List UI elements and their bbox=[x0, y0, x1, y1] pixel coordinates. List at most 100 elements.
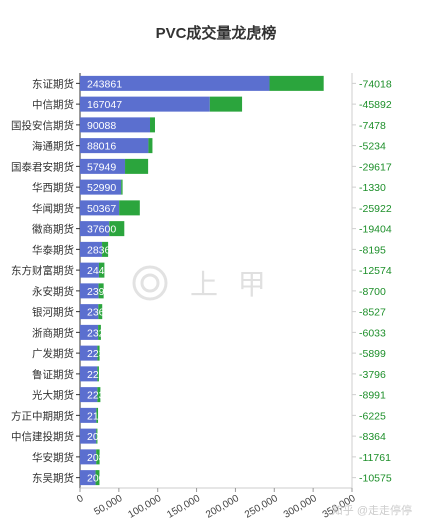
data-label-volume: 20037 bbox=[87, 473, 116, 485]
watermark-logo-inner bbox=[140, 273, 160, 293]
bar-net-change bbox=[109, 221, 125, 237]
bar-volume bbox=[80, 158, 126, 174]
x-tick-label: 100,000 bbox=[126, 493, 163, 521]
bar-volume bbox=[80, 138, 149, 154]
category-label: 东证期货 bbox=[32, 77, 74, 90]
data-label-net-change: -12574 bbox=[359, 265, 392, 277]
data-label-volume: 23294 bbox=[87, 327, 116, 339]
bar-net-change bbox=[98, 324, 101, 340]
bar-net-change bbox=[148, 138, 153, 154]
category-label: 光大期货 bbox=[32, 389, 74, 402]
data-label-volume: 22396 bbox=[87, 348, 116, 360]
x-tick-label: 0 bbox=[75, 493, 86, 506]
data-label-net-change: -3796 bbox=[359, 369, 386, 381]
data-label-net-change: -25922 bbox=[359, 203, 392, 215]
category-label: 永安期货 bbox=[32, 285, 74, 298]
bar-volume bbox=[80, 262, 99, 278]
bar-net-change bbox=[97, 366, 99, 382]
bar-net-change bbox=[119, 200, 140, 216]
category-label: 东方财富期货 bbox=[11, 264, 74, 277]
data-label-volume: 23605 bbox=[87, 307, 116, 319]
data-label-volume: 37600 bbox=[87, 224, 116, 236]
category-label: 中信建投期货 bbox=[11, 430, 74, 443]
category-label: 华泰期货 bbox=[32, 243, 74, 256]
data-label-volume: 52990 bbox=[87, 182, 116, 194]
data-label-volume: 88016 bbox=[87, 141, 116, 153]
x-tick-label: 250,000 bbox=[243, 493, 280, 521]
data-label-volume: 20923 bbox=[87, 431, 116, 443]
data-label-volume: 20806 bbox=[87, 452, 116, 464]
bar-volume bbox=[80, 221, 110, 237]
bar-volume bbox=[80, 75, 270, 91]
bar-net-change bbox=[125, 158, 149, 174]
category-label: 华闻期货 bbox=[32, 202, 74, 215]
data-label-volume: 24405 bbox=[87, 265, 116, 277]
bar-net-change bbox=[121, 179, 123, 195]
data-label-volume: 22323 bbox=[87, 369, 116, 381]
bar-volume bbox=[80, 345, 98, 361]
data-label-net-change: -11761 bbox=[359, 452, 391, 464]
x-tick-label: 50,000 bbox=[92, 493, 124, 518]
bar-volume bbox=[80, 179, 122, 195]
category-label: 浙商期货 bbox=[32, 326, 74, 339]
data-label-volume: 90088 bbox=[87, 120, 116, 132]
watermark-text: 上 甲 bbox=[190, 269, 272, 300]
data-label-net-change: -8527 bbox=[359, 307, 386, 319]
bar-volume bbox=[80, 117, 151, 133]
chart-title: PVC成交量龙虎榜 bbox=[156, 24, 277, 42]
bar-net-change bbox=[150, 117, 155, 133]
credit-text: 知乎 @走走停停 bbox=[332, 503, 412, 517]
bar-volume bbox=[80, 366, 98, 382]
data-label-net-change: -5234 bbox=[359, 141, 386, 153]
data-label-net-change: -6033 bbox=[359, 327, 386, 339]
data-label-volume: 23919 bbox=[87, 286, 116, 298]
bar-net-change bbox=[97, 345, 100, 361]
category-label: 鲁证期货 bbox=[32, 368, 74, 381]
bar-net-change bbox=[102, 241, 109, 257]
bar-volume bbox=[80, 470, 96, 486]
category-label: 方正中期期货 bbox=[11, 409, 74, 422]
bar-net-change bbox=[96, 449, 100, 465]
bar-volume bbox=[80, 407, 97, 423]
data-label-net-change: -74018 bbox=[359, 78, 392, 90]
bar-volume bbox=[80, 449, 97, 465]
data-label-net-change: -1330 bbox=[359, 182, 386, 194]
data-label-volume: 57949 bbox=[87, 161, 116, 173]
watermark-logo bbox=[132, 265, 168, 301]
data-label-net-change: -10575 bbox=[359, 473, 392, 485]
x-tick-label: 300,000 bbox=[282, 493, 319, 521]
category-label: 国投安信期货 bbox=[11, 119, 74, 132]
bar-net-change bbox=[95, 470, 100, 486]
category-label: 华西期货 bbox=[32, 181, 74, 194]
data-label-net-change: -8700 bbox=[359, 286, 386, 298]
bar-volume bbox=[80, 283, 99, 299]
bar-volume bbox=[80, 200, 120, 216]
category-label: 徽商期货 bbox=[32, 223, 74, 236]
data-label-volume: 28365 bbox=[87, 244, 116, 256]
data-label-net-change: -7478 bbox=[359, 120, 386, 132]
bar-volume bbox=[80, 241, 103, 257]
data-label-net-change: -29617 bbox=[359, 161, 392, 173]
category-label: 广发期货 bbox=[32, 347, 74, 360]
data-label-net-change: -8991 bbox=[359, 390, 386, 402]
data-label-net-change: -19404 bbox=[359, 224, 392, 236]
category-label: 中信期货 bbox=[32, 98, 74, 111]
bar-net-change bbox=[98, 304, 103, 320]
category-label: 海通期货 bbox=[32, 140, 74, 153]
data-label-volume: 21027 bbox=[87, 410, 116, 422]
data-label-volume: 22317 bbox=[87, 390, 116, 402]
x-tick-label: 150,000 bbox=[165, 493, 202, 521]
bar-net-change bbox=[96, 428, 98, 444]
data-label-net-change: -8364 bbox=[359, 431, 386, 443]
bar-volume bbox=[80, 304, 99, 320]
watermark: 上 甲 bbox=[132, 265, 272, 301]
category-label: 银河期货 bbox=[32, 306, 74, 319]
bar-volume bbox=[80, 324, 99, 340]
data-label-volume: 243861 bbox=[87, 78, 122, 90]
bar-net-change bbox=[98, 283, 104, 299]
bar-volume bbox=[80, 96, 210, 112]
data-label-volume: 167047 bbox=[87, 99, 122, 111]
data-label-volume: 50367 bbox=[87, 203, 116, 215]
